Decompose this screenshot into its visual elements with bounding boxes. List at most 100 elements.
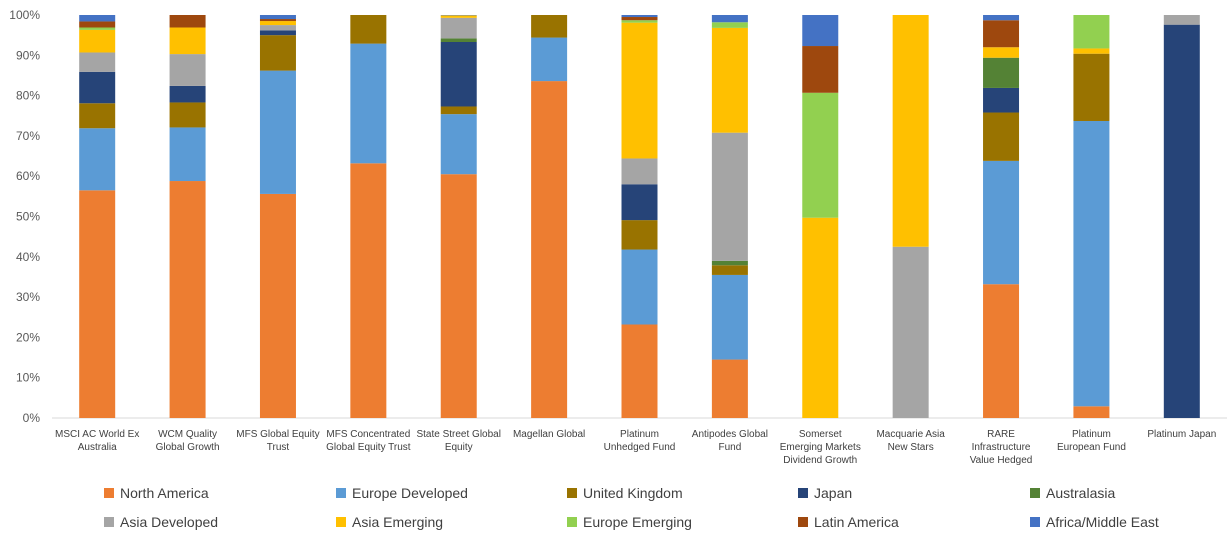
legend-swatch [1030, 488, 1040, 498]
legend-item: North America [104, 485, 209, 501]
bar-segment [621, 158, 658, 185]
bar-segment [802, 15, 839, 47]
bars-area [79, 15, 1200, 419]
legend-label: Latin America [814, 514, 899, 530]
legend-label: Asia Developed [120, 514, 218, 530]
bar-segment [440, 114, 477, 175]
x-axis-category-labels: MSCI AC World Ex Australia WCM Quality Glob… [55, 429, 1216, 466]
bar-segment [79, 27, 116, 30]
legend-swatch [104, 488, 114, 498]
bar-segment [259, 35, 296, 71]
x-category-label: State Street Global Equity [416, 429, 501, 453]
bar-segment [79, 15, 116, 22]
bar-segment [259, 21, 296, 26]
bar-segment [711, 15, 748, 23]
x-category-label: MFS Concentrated Global Equity Trust [326, 429, 411, 453]
bar-stack [1073, 15, 1110, 418]
legend-item: Latin America [798, 514, 899, 530]
legend-swatch [104, 517, 114, 527]
bar-segment [621, 324, 658, 418]
bar-segment [531, 81, 568, 418]
legend-item: United Kingdom [567, 485, 683, 501]
bar-stack [711, 15, 748, 418]
bar-segment [440, 38, 477, 43]
bar-segment [983, 87, 1020, 113]
bar-segment [440, 42, 477, 107]
bar-stack [892, 15, 929, 418]
x-category-label: Somerset Emerging Markets Dividend Growth [780, 429, 861, 466]
bar-segment [169, 102, 206, 128]
legend-swatch [798, 517, 808, 527]
bar-stack [259, 15, 296, 418]
y-tick-label: 80% [16, 89, 40, 103]
y-tick-label: 0% [23, 411, 41, 425]
bar-segment [79, 190, 116, 418]
legend-item: Europe Developed [336, 485, 468, 501]
bar-segment [711, 274, 748, 360]
bar-segment [440, 15, 477, 18]
legend-label: North America [120, 485, 209, 501]
bar-segment [440, 174, 477, 418]
bar-segment [711, 265, 748, 275]
legend: North America Europe Developed United King… [104, 485, 1159, 530]
bar-segment [621, 22, 658, 159]
bar-segment [983, 47, 1020, 58]
bar-stack [350, 15, 387, 418]
bar-segment [531, 37, 568, 82]
bar-segment [983, 20, 1020, 48]
bar-segment [79, 71, 116, 104]
x-category-label: Antipodes Global Fund [692, 429, 768, 453]
legend-item: Australasia [1030, 485, 1115, 501]
y-tick-label: 90% [16, 48, 40, 62]
bar-stack [79, 15, 116, 418]
legend-label: Europe Emerging [583, 514, 692, 530]
bar-segment [711, 132, 748, 261]
legend-label: Africa/Middle East [1046, 514, 1159, 530]
legend-item: Asia Emerging [336, 514, 443, 530]
y-axis-tick-labels: 0% 10% 20% 30% 40% 50% 60% 70% 80% 90% 100% [9, 8, 40, 425]
bar-stack [983, 15, 1020, 418]
bar-segment [169, 181, 206, 418]
bar-segment [1163, 24, 1200, 419]
y-tick-label: 70% [16, 129, 40, 143]
bar-segment [79, 52, 116, 72]
bar-stack [169, 15, 206, 418]
legend-swatch [336, 517, 346, 527]
bar-stack [531, 15, 568, 418]
bar-segment [983, 57, 1020, 88]
bar-segment [79, 128, 116, 191]
bar-segment [1073, 120, 1110, 407]
bar-segment [259, 193, 296, 418]
bar-stack [802, 15, 839, 418]
bar-segment [259, 70, 296, 194]
x-category-label: RARE Infrastructure Value Hedged [970, 429, 1033, 466]
legend-label: United Kingdom [583, 485, 683, 501]
bar-segment [1073, 48, 1110, 54]
x-category-label: WCM Quality Global Growth [156, 429, 220, 453]
x-category-label: Macquarie Asia New Stars [876, 429, 945, 453]
legend-swatch [567, 488, 577, 498]
bar-segment [892, 246, 929, 418]
bar-segment [79, 103, 116, 129]
bar-segment [169, 127, 206, 182]
bar-segment [621, 184, 658, 221]
bar-segment [711, 359, 748, 418]
bar-segment [711, 22, 748, 28]
legend-swatch [567, 517, 577, 527]
bar-segment [1073, 406, 1110, 418]
bar-segment [802, 217, 839, 418]
y-tick-label: 10% [16, 371, 40, 385]
bar-segment [983, 15, 1020, 21]
bar-segment [711, 27, 748, 133]
bar-segment [892, 15, 929, 247]
legend-item: Asia Developed [104, 514, 218, 530]
bar-segment [1073, 53, 1110, 121]
bar-segment [802, 46, 839, 93]
bar-segment [440, 106, 477, 115]
x-category-label: Platinum European Fund [1057, 429, 1126, 453]
bar-stack [1163, 15, 1200, 419]
legend-swatch [798, 488, 808, 498]
bar-segment [621, 20, 658, 23]
bar-segment [350, 163, 387, 418]
